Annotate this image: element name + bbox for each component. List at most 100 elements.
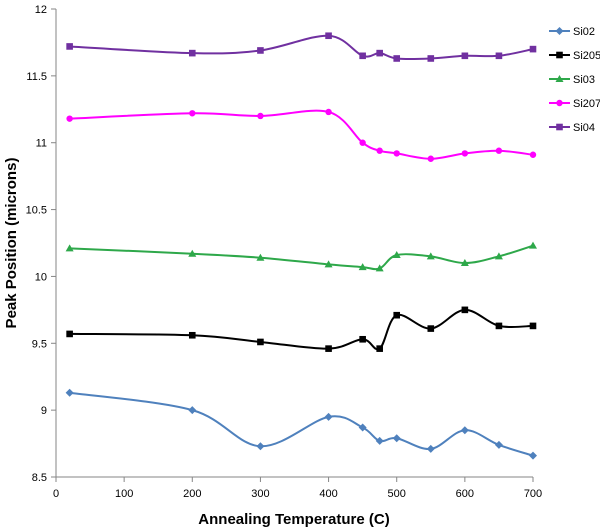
- series-line-si207: [69, 109, 534, 160]
- data-point-si03: [392, 251, 401, 259]
- legend: Si02 Si205 Si03 Si207 Si04: [549, 26, 600, 134]
- data-point-si205: [495, 322, 503, 330]
- y-tick-label: 10: [35, 271, 47, 283]
- series-si03: [65, 241, 537, 272]
- data-point-si205: [188, 331, 196, 339]
- legend-label-si207: Si207: [573, 98, 600, 110]
- legend-item-si205: Si205: [549, 50, 600, 62]
- data-point-si207: [189, 110, 196, 117]
- data-point-si04: [325, 32, 332, 40]
- legend-label-si04: Si04: [573, 122, 595, 134]
- data-point-si04: [66, 43, 73, 50]
- x-tick-label: 600: [456, 488, 474, 500]
- data-point-si207: [257, 112, 264, 120]
- data-point-si02: [324, 412, 333, 421]
- y-tick-label: 10.5: [26, 205, 47, 217]
- y-axis-title: Peak Position (microns): [3, 158, 20, 329]
- data-point-si03: [494, 252, 503, 260]
- data-point-si04: [427, 55, 435, 62]
- data-point-si02: [256, 442, 265, 451]
- data-point-si02: [426, 444, 435, 453]
- data-point-si04: [376, 49, 383, 57]
- data-point-si02: [529, 451, 537, 460]
- axes: 8.5 9 9.5 10 10.5 11 11.5 12 0 100 200 300 400 500 600…: [26, 4, 543, 500]
- data-point-si03: [460, 259, 469, 267]
- data-point-si04: [529, 45, 537, 53]
- y-tick-label: 11: [36, 138, 47, 150]
- data-point-si207: [529, 151, 537, 158]
- series-si02: [65, 388, 537, 460]
- data-point-si207: [376, 147, 383, 154]
- data-point-si04: [257, 47, 264, 54]
- data-point-si03: [426, 252, 435, 260]
- data-point-si205: [66, 330, 73, 338]
- x-tick-label: 0: [53, 488, 59, 500]
- data-point-si02: [375, 436, 384, 445]
- legend-marker-si04: [556, 123, 563, 131]
- data-point-si207: [393, 150, 400, 157]
- x-tick-label: 300: [251, 488, 269, 500]
- x-tick-label: 200: [183, 488, 201, 500]
- data-point-si205: [529, 322, 537, 330]
- series-line-si03: [69, 244, 534, 271]
- data-point-si02: [358, 423, 367, 432]
- y-tick-label: 8.5: [32, 472, 47, 484]
- data-point-si205: [257, 338, 264, 346]
- data-point-si207: [66, 115, 73, 122]
- data-point-si04: [495, 52, 503, 60]
- legend-marker-si03: [555, 75, 564, 82]
- data-point-si04: [359, 52, 366, 60]
- data-point-si207: [461, 150, 469, 157]
- data-point-si03: [65, 244, 74, 252]
- data-point-si02: [65, 388, 74, 397]
- legend-item-si207: Si207: [549, 98, 600, 110]
- data-point-si02: [188, 406, 197, 415]
- legend-item-si03: Si03: [549, 74, 595, 86]
- legend-label-si03: Si03: [573, 74, 595, 86]
- y-tick-label: 9.5: [32, 338, 47, 350]
- legend-marker-si02: [555, 27, 564, 35]
- x-tick-label: 700: [524, 488, 542, 500]
- series-si205: [66, 306, 537, 352]
- x-axis-title: Annealing Temperature (C): [198, 511, 389, 528]
- data-point-si03: [324, 260, 333, 268]
- data-point-si207: [495, 147, 503, 154]
- data-point-si03: [375, 264, 384, 272]
- data-point-si207: [427, 155, 434, 162]
- data-point-si02: [494, 440, 503, 449]
- data-point-si205: [325, 345, 332, 352]
- series-si04: [66, 32, 537, 62]
- data-point-si03: [188, 249, 197, 257]
- y-tick-label: 11.5: [26, 71, 47, 83]
- data-point-si03: [256, 253, 265, 261]
- series-line-si205: [69, 308, 534, 351]
- data-point-si205: [461, 306, 469, 314]
- data-point-si207: [359, 139, 366, 146]
- legend-marker-si205: [556, 51, 563, 59]
- series-layer: [65, 32, 537, 460]
- series-line-si04: [69, 34, 534, 60]
- series-si207: [66, 108, 537, 162]
- legend-label-si205: Si205: [573, 50, 600, 62]
- y-tick-label: 12: [35, 4, 47, 16]
- data-point-si03: [529, 241, 537, 249]
- legend-label-si02: Si02: [573, 26, 595, 38]
- data-point-si04: [461, 52, 469, 60]
- data-point-si205: [393, 311, 401, 319]
- x-tick-label: 500: [388, 488, 406, 500]
- data-point-si02: [392, 434, 401, 443]
- data-point-si04: [188, 49, 196, 57]
- data-point-si205: [376, 345, 383, 352]
- legend-item-si02: Si02: [549, 26, 595, 38]
- data-point-si03: [358, 263, 367, 271]
- x-tick-label: 400: [319, 488, 337, 500]
- data-point-si205: [359, 335, 366, 343]
- x-tick-label: 100: [115, 488, 133, 500]
- data-point-si04: [393, 55, 401, 62]
- legend-marker-si207: [556, 99, 563, 107]
- legend-item-si04: Si04: [549, 122, 595, 134]
- data-point-si207: [325, 108, 332, 116]
- data-point-si205: [427, 325, 435, 332]
- y-tick-label: 9: [41, 405, 47, 417]
